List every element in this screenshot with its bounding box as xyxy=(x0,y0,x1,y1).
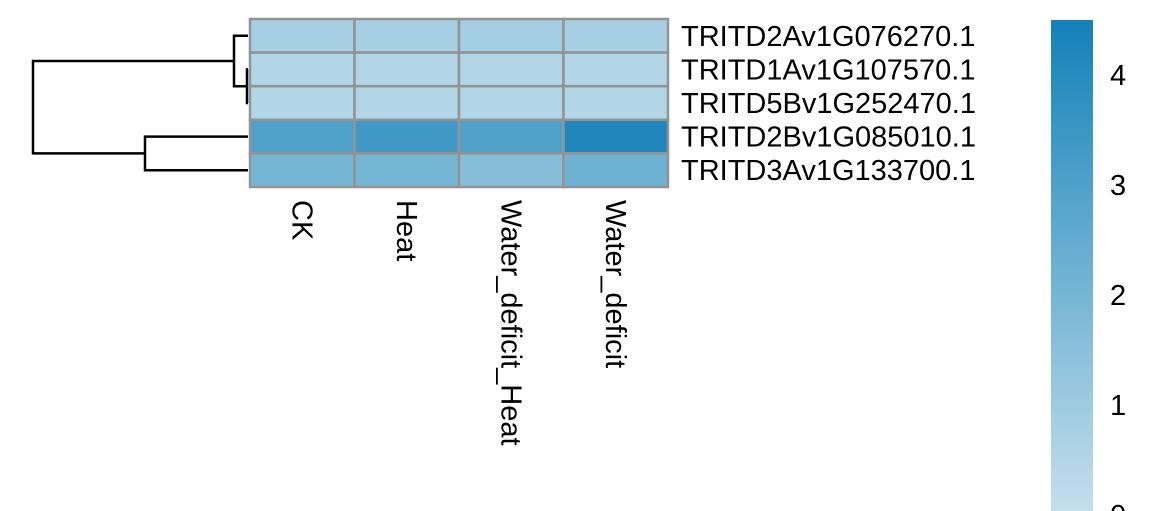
heatmap-cell xyxy=(248,152,356,189)
color-legend-tick-label: 3 xyxy=(1110,170,1126,202)
color-legend-bar xyxy=(1051,20,1093,511)
color-legend-tick-label: 4 xyxy=(1110,60,1126,92)
heatmap-cell xyxy=(248,51,356,88)
heatmap-cell xyxy=(562,51,670,88)
column-labels: CK Heat Water_deficit_Heat Water_deficit xyxy=(285,200,631,446)
heatmap-cell xyxy=(457,118,565,155)
heatmap-cell xyxy=(353,84,461,122)
row-labels: TRITD2Av1G076270.1TRITD1Av1G107570.1TRIT… xyxy=(681,21,976,187)
column-label: Water_deficit_Heat xyxy=(494,200,526,446)
color-legend-ticks: 0 1 2 3 4 xyxy=(1110,60,1126,511)
heatmap-cell xyxy=(457,84,565,122)
color-legend-tick-label: 0 xyxy=(1110,500,1126,511)
row-label: TRITD1Av1G107570.1 xyxy=(681,54,975,86)
row-label: TRITD3Av1G133700.1 xyxy=(681,155,975,187)
heatmap-cell xyxy=(562,118,670,155)
dendrogram-branch xyxy=(245,68,249,105)
heatmap-cell xyxy=(353,17,461,54)
heatmap-cell xyxy=(457,17,565,54)
heatmap-cell xyxy=(248,84,356,122)
row-label: TRITD5Bv1G252470.1 xyxy=(681,88,976,120)
heatmap-cell xyxy=(353,51,461,88)
heatmap-cell xyxy=(562,152,670,189)
heatmap-cell xyxy=(457,152,565,189)
row-dendrogram xyxy=(31,34,249,172)
color-legend: 0 1 2 3 4 xyxy=(1051,20,1126,511)
heatmap-cell xyxy=(562,17,670,54)
dendrogram-branch xyxy=(143,135,248,172)
heatmap-cell xyxy=(562,84,670,122)
heatmap-cell xyxy=(353,118,461,155)
column-label: Water_deficit xyxy=(599,200,631,368)
column-label: Heat xyxy=(390,200,422,261)
dendrogram-branch xyxy=(31,59,234,155)
heatmap-cell xyxy=(353,152,461,189)
row-label: TRITD2Av1G076270.1 xyxy=(681,21,975,53)
heatmap-cells xyxy=(248,17,670,189)
row-label: TRITD2Bv1G085010.1 xyxy=(681,122,976,154)
heatmap-cell xyxy=(248,17,356,54)
heatmap-cell xyxy=(457,51,565,88)
color-legend-tick-label: 1 xyxy=(1110,390,1126,422)
column-label: CK xyxy=(285,200,317,241)
heatmap-cell xyxy=(248,118,356,155)
color-legend-tick-label: 2 xyxy=(1110,280,1126,312)
